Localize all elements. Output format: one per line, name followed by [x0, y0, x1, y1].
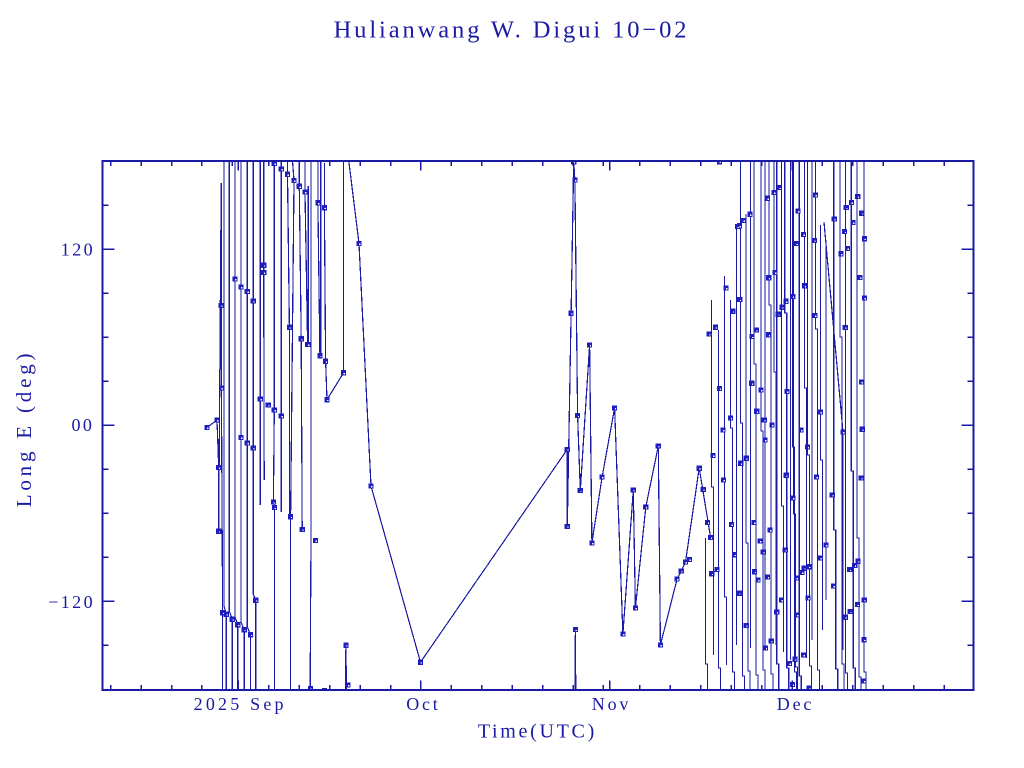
svg-text:Time(UTC): Time(UTC): [478, 721, 597, 743]
svg-text:Dec: Dec: [777, 694, 814, 714]
svg-text:2025 Sep: 2025 Sep: [194, 694, 287, 714]
svg-text:Nov: Nov: [592, 694, 631, 714]
svg-text:Hulianwang W. Digui 10−02: Hulianwang W. Digui 10−02: [334, 17, 690, 44]
svg-text:Oct: Oct: [406, 694, 440, 714]
svg-text:−120: −120: [48, 592, 95, 612]
svg-text:120: 120: [61, 240, 95, 260]
svg-text:00: 00: [71, 415, 94, 435]
svg-text:Long E (deg): Long E (deg): [12, 350, 36, 508]
